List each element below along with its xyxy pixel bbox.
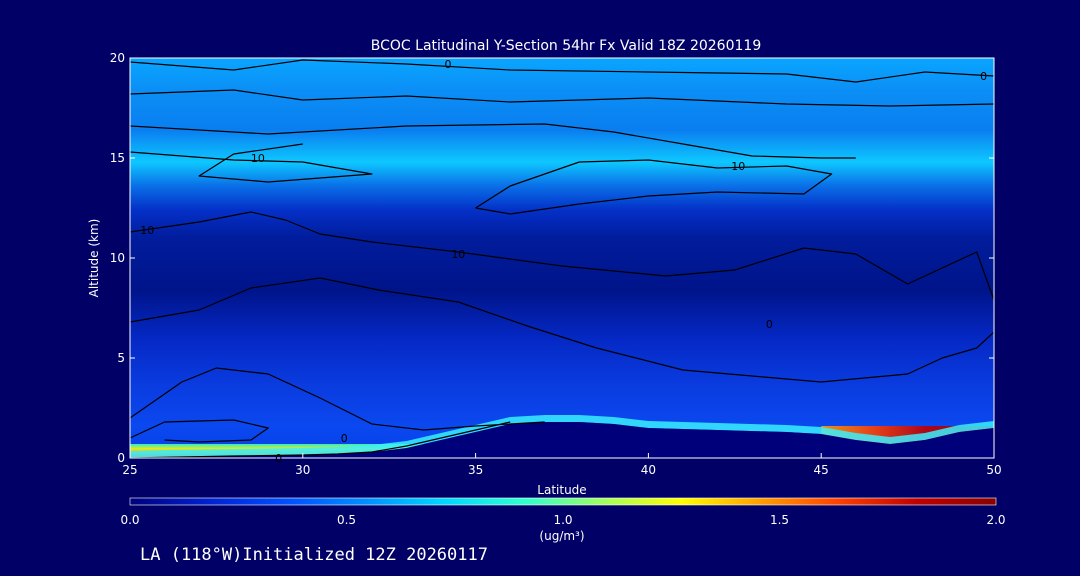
colorbar-tick-label: 0.0	[120, 513, 139, 527]
contour-line-8	[130, 419, 269, 443]
contour-label: 0	[766, 318, 773, 331]
y-tick-label: 20	[110, 51, 125, 65]
y-tick-label: 5	[117, 351, 125, 365]
colorbar-tick-label: 1.5	[770, 513, 789, 527]
colorbar-tick-label: 1.0	[553, 513, 572, 527]
chart-subtitle: LA (118°W)Initialized 12Z 20260117	[140, 545, 488, 565]
contour-line-4	[475, 159, 833, 215]
contour-line-2	[130, 123, 856, 159]
colorbar-tick-label: 2.0	[986, 513, 1005, 527]
colorbar	[129, 497, 997, 506]
plot-area	[130, 58, 994, 458]
y-tick-label: 15	[110, 151, 125, 165]
contour-line-7	[130, 367, 545, 431]
x-tick-label: 50	[986, 463, 1001, 477]
x-axis-label: Latitude	[537, 483, 586, 497]
colorbar-units-label: (ug/m³)	[539, 529, 584, 543]
x-tick-label: 35	[468, 463, 483, 477]
contour-label: 0	[444, 58, 451, 71]
x-tick-label: 40	[641, 463, 656, 477]
contour-line-0	[130, 59, 994, 83]
contour-line-5	[130, 211, 994, 301]
chart-title: BCOC Latitudinal Y-Section 54hr Fx Valid…	[371, 38, 761, 54]
contour-line-1	[130, 89, 994, 107]
contour-label: 10	[451, 248, 465, 261]
y-axis-label: Altitude (km)	[87, 219, 101, 298]
x-tick-label: 30	[295, 463, 310, 477]
terrain-mask	[130, 422, 994, 458]
y-tick-label: 10	[110, 251, 125, 265]
contour-line-6	[130, 277, 994, 383]
x-tick-label: 25	[122, 463, 137, 477]
contour-label: 0	[980, 70, 987, 83]
y-tick-label: 0	[117, 451, 125, 465]
surface-concentration-layer	[130, 415, 994, 458]
contour-label: 0	[275, 452, 282, 465]
colorbar-tick-label: 0.5	[337, 513, 356, 527]
contour-label: 0	[341, 432, 348, 445]
field-background	[130, 58, 994, 458]
contour-line-9	[130, 421, 511, 458]
contour-label: 10	[731, 160, 745, 173]
x-tick-label: 45	[814, 463, 829, 477]
contour-line-3	[130, 143, 373, 183]
contour-label: 10	[140, 224, 154, 237]
contour-label: 10	[251, 152, 265, 165]
